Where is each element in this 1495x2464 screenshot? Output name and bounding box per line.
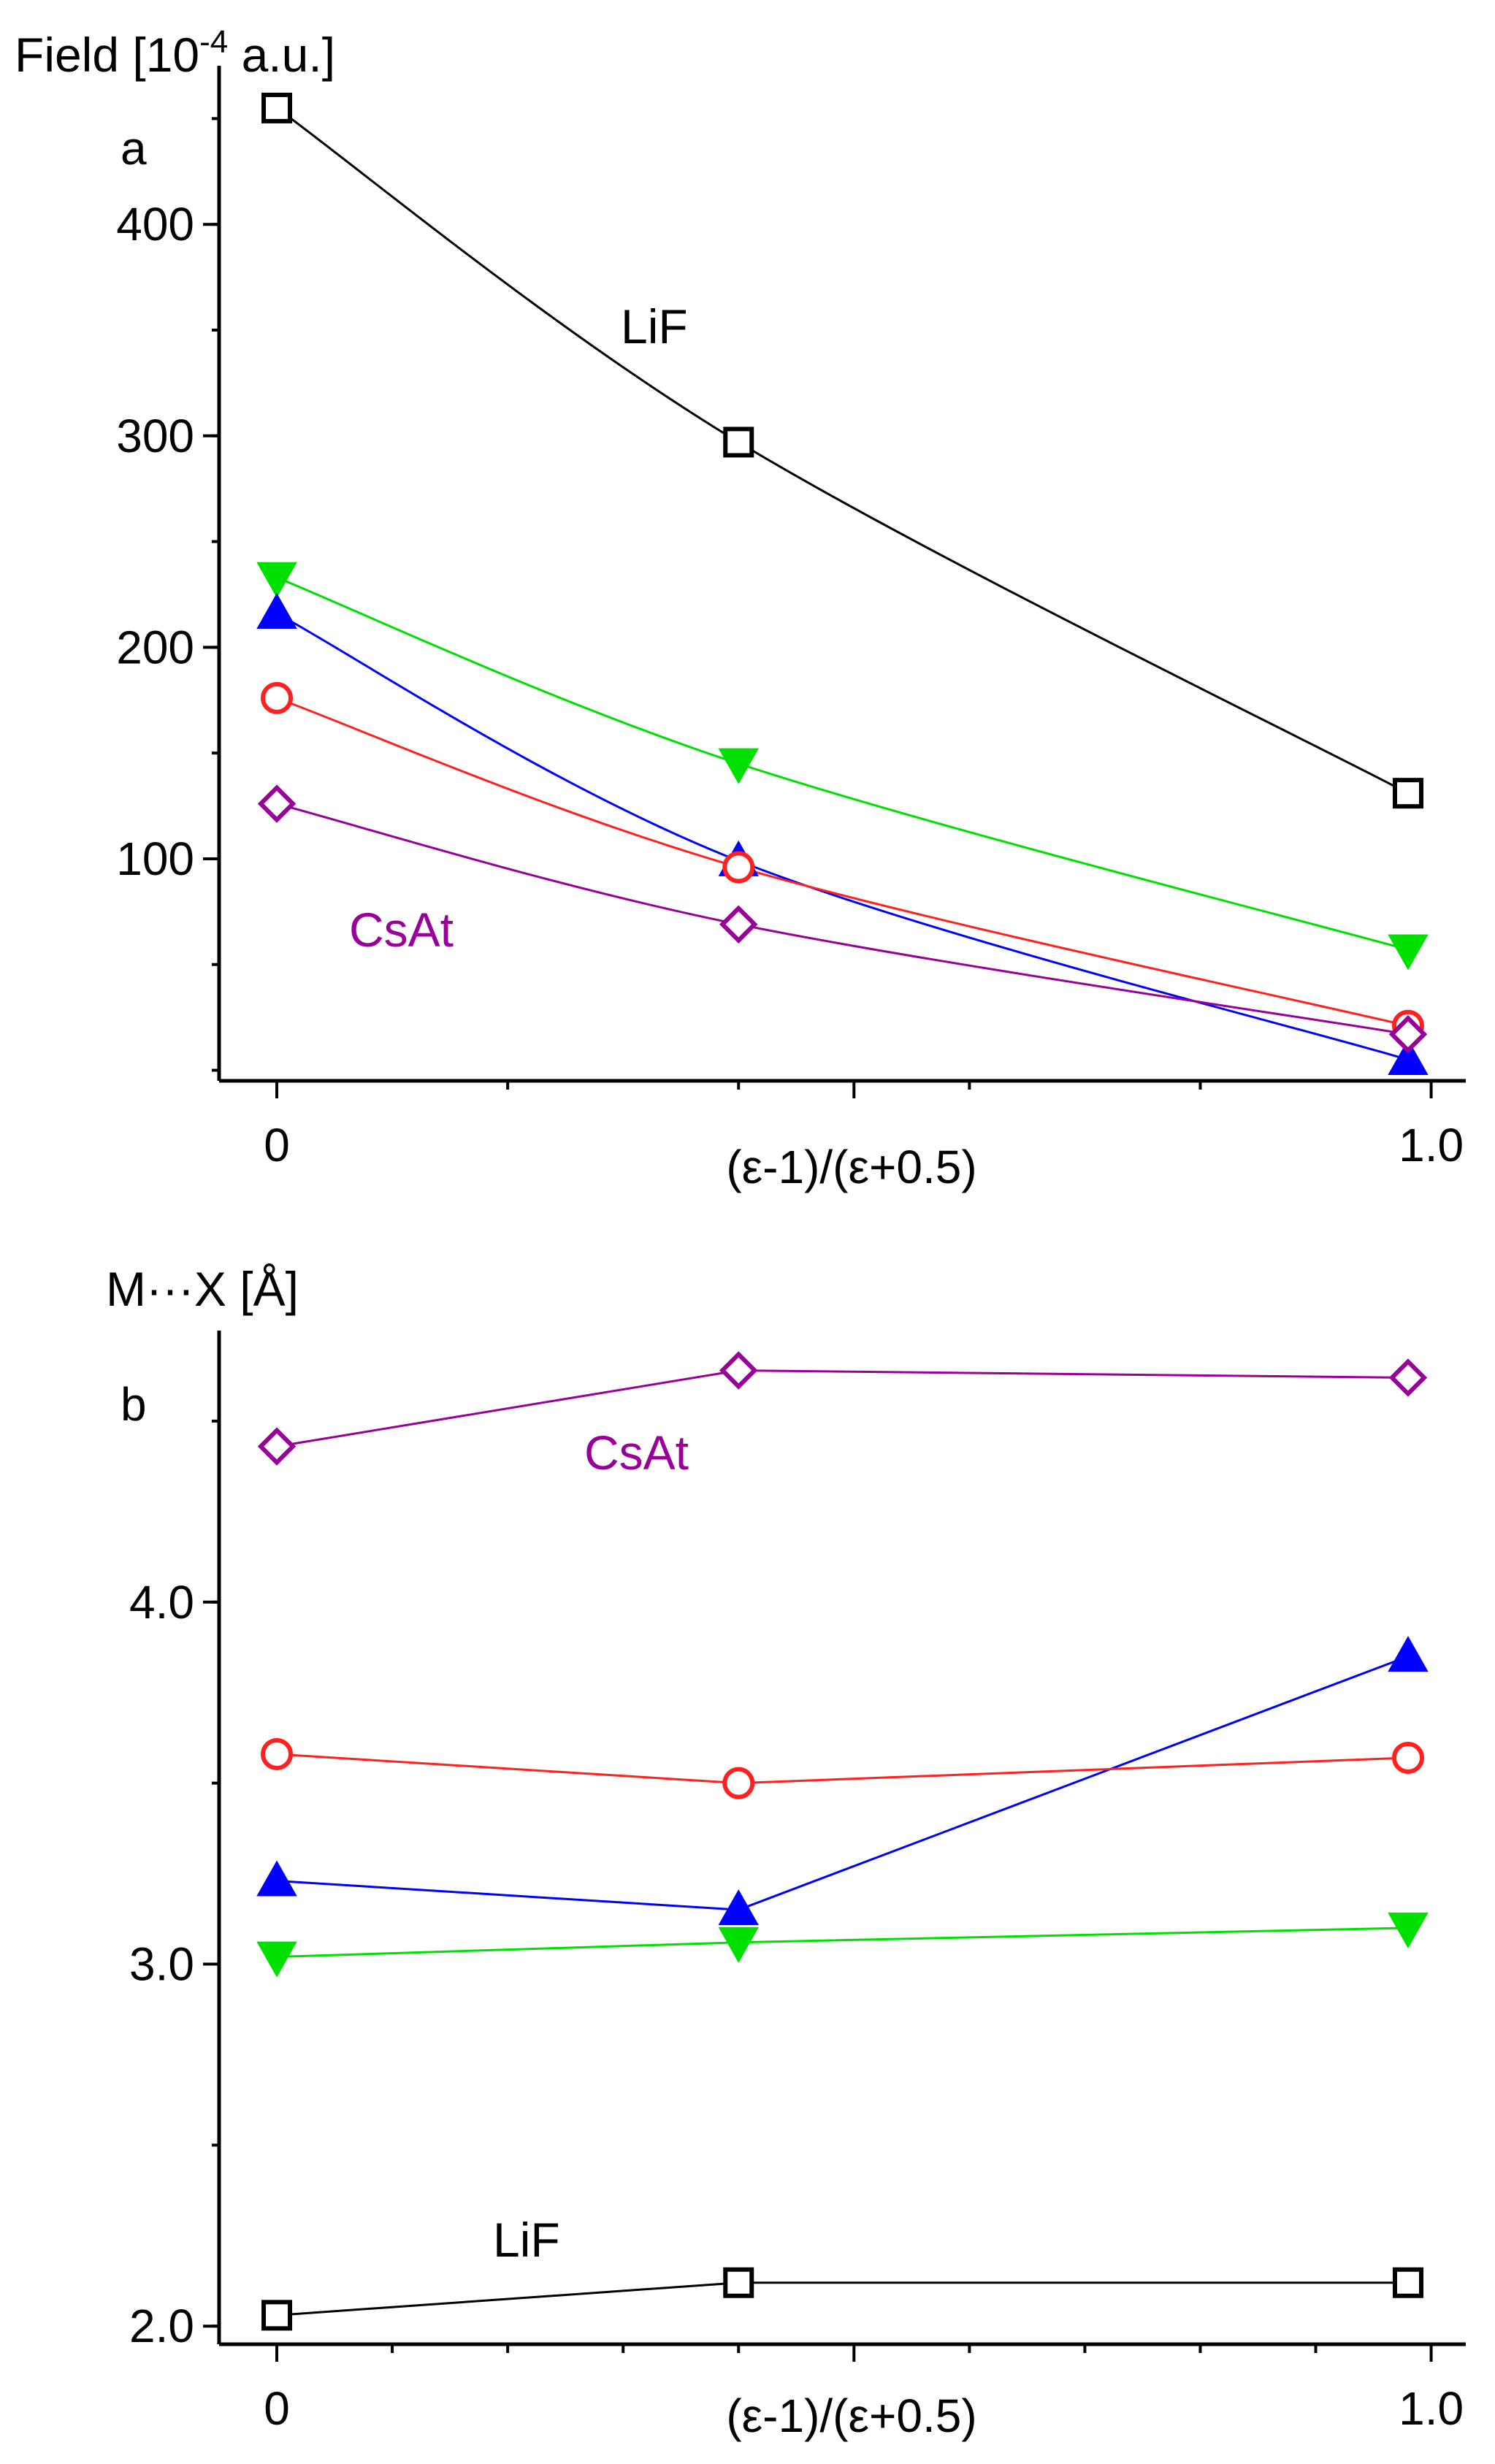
panel-a-field: Field [10-4 a.u.] a (ε-1)/(ε+0.5) 100 200… (15, 24, 1466, 1193)
panel-a-y-tick-label: 200 (116, 621, 194, 673)
panel-a-annotation-csat: CsAt (349, 903, 454, 957)
panel-a-triangle-down-point (718, 748, 759, 784)
panel-b-square-point (1392, 2267, 1423, 2298)
panel-a-annotation-lif: LiF (621, 299, 688, 353)
panel-b-series-triangle-up-line (276, 1655, 1409, 1911)
panel-a-series-triangle-down-line (276, 576, 1409, 951)
panel-b-triangle-down-point (1388, 1912, 1429, 1948)
panel-a-markers (256, 92, 1429, 1076)
panel-b-diamond-point (257, 1427, 297, 1466)
panel-a-square-point (261, 92, 293, 123)
panel-b-triangle-down-point (718, 1927, 759, 1963)
panel-b-ylabel: M···X [Å] (106, 1262, 299, 1316)
panel-b-triangle-down-point (256, 1941, 297, 1978)
panel-b-diamond-point (719, 1351, 758, 1390)
panel-a-triangle-up-point (1388, 1039, 1429, 1076)
panel-b-series-lines (276, 1369, 1409, 2316)
panel-b-annotation-lif: LiF (493, 2213, 560, 2267)
panel-a-x-tick-label: 0 (264, 1119, 290, 1171)
panel-b-square-point (723, 2267, 754, 2298)
panel-b-x-tick-label: 0 (264, 2382, 290, 2435)
panel-b-circle-point (722, 1767, 755, 1799)
panel-b-letter: b (121, 1378, 147, 1431)
panel-a-circle-point (722, 851, 755, 884)
panel-b-markers (256, 1351, 1429, 2331)
panel-a-diamond-point (1388, 1015, 1428, 1054)
panel-b-diamond-point (1388, 1358, 1428, 1397)
panel-b-xlabel: (ε-1)/(ε+0.5) (726, 2390, 976, 2442)
panel-a-y-tick-label: 100 (116, 833, 194, 885)
panel-b-series-triangle-down-line (276, 1927, 1409, 1959)
panel-a-letter: a (121, 122, 147, 175)
panel-a-series-triangle-up-line (276, 612, 1409, 1061)
panel-b-axes: 2.0 3.0 4.0 0 1.0 (129, 1331, 1466, 2435)
panel-b-triangle-up-point (718, 1889, 759, 1926)
panel-a-ylabel: Field [10-4 a.u.] (15, 24, 335, 82)
panel-a-triangle-down-point (1388, 934, 1429, 971)
panel-a-triangle-up-point (256, 592, 297, 630)
panel-b-triangle-up-point (1388, 1636, 1429, 1672)
panel-b-series-circle-line (276, 1753, 1409, 1785)
panel-a-xlabel: (ε-1)/(ε+0.5) (726, 1141, 976, 1193)
panel-a-series-circle-line (276, 697, 1409, 1028)
panel-a-axes: 100 200 300 400 0 1.0 (116, 66, 1466, 1171)
panel-b-series-square-line (276, 2281, 1408, 2316)
panel-b-distance: M···X [Å] b (ε-1)/(ε+0.5) 2.03.04.00 1.0 … (106, 1262, 1466, 2442)
panel-b-circle-point (261, 1737, 294, 1770)
panel-a-square-point (1392, 778, 1423, 809)
panel-a-circle-point (261, 681, 294, 714)
panel-a-diamond-point (719, 905, 758, 944)
panel-a-triangle-down-point (256, 562, 297, 598)
panel-a-series-lines (276, 107, 1409, 1061)
panel-b-y-tick-label: 2.0 (129, 2300, 194, 2352)
panel-a-series-square-line (276, 107, 1409, 795)
panel-b-square-point (261, 2300, 293, 2331)
panel-b-annotation-csat: CsAt (584, 1426, 689, 1480)
panel-b-series-diamond-line (276, 1369, 1408, 1448)
panel-a-square-point (723, 426, 754, 458)
panel-b-y-tick-label: 3.0 (129, 1938, 194, 1991)
panel-b-y-tick-label: 4.0 (129, 1576, 194, 1629)
panel-a-y-tick-label: 400 (116, 198, 194, 250)
panel-b-x-tick-label: 1.0 (1399, 2382, 1464, 2435)
panel-a-y-tick-label: 300 (116, 410, 194, 462)
panel-b-triangle-up-point (256, 1860, 297, 1897)
panel-a-diamond-point (257, 784, 297, 823)
panel-a-x-tick-label: 1.0 (1399, 1119, 1464, 1171)
panel-a-series-diamond-line (276, 803, 1409, 1036)
panel-b-circle-point (1391, 1741, 1424, 1774)
